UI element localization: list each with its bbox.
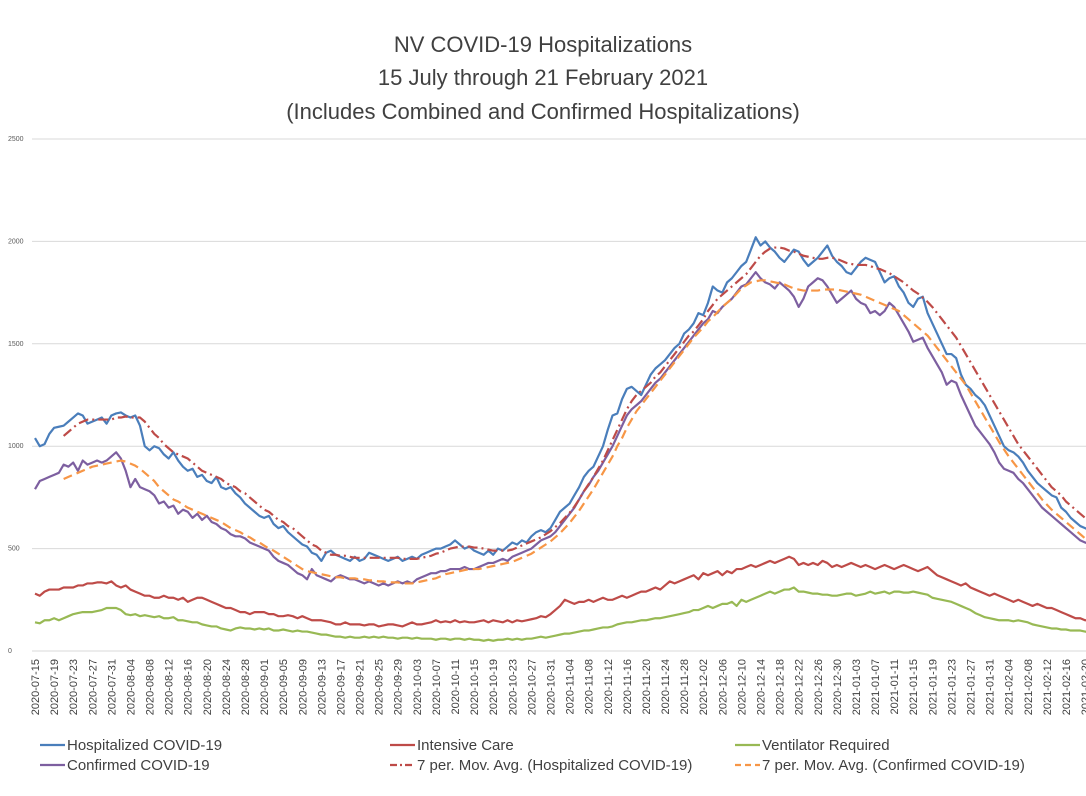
- x-tick-label: 2020-09-25: [374, 659, 386, 715]
- x-tick-label: 2020-11-04: [565, 659, 577, 714]
- x-tick-label: 2020-08-28: [240, 659, 252, 715]
- y-tick-label: 2000: [8, 238, 24, 245]
- x-tick-label: 2020-10-31: [545, 659, 557, 715]
- y-tick-label: 0: [8, 648, 12, 655]
- x-tick-label: 2020-11-20: [641, 659, 653, 714]
- series-line: [34, 271, 1086, 587]
- x-tick-label: 2020-07-31: [106, 659, 118, 715]
- x-tick-label: 2021-02-04: [1004, 659, 1016, 715]
- x-tick-label: 2021-01-27: [966, 659, 978, 715]
- x-tick-label: 2020-11-12: [603, 659, 615, 714]
- x-tick-label: 2020-08-04: [125, 659, 137, 715]
- x-tick-label: 2020-09-13: [316, 659, 328, 715]
- x-tick-label: 2020-08-20: [202, 659, 214, 715]
- x-tick-label: 2020-09-29: [393, 659, 405, 715]
- x-tick-label: 2021-02-20: [1080, 659, 1086, 715]
- x-tick-label: 2020-12-30: [832, 659, 844, 715]
- x-tick-label: 2020-10-03: [412, 659, 424, 715]
- x-tick-label: 2020-10-19: [488, 659, 500, 715]
- y-tick-label: 500: [8, 546, 20, 553]
- x-tick-label: 2020-07-23: [68, 659, 80, 715]
- x-tick-label: 2020-11-28: [679, 659, 691, 714]
- legend-label: 7 per. Mov. Avg. (Hospitalized COVID-19): [417, 757, 692, 774]
- x-tick-label: 2021-01-19: [927, 659, 939, 715]
- grid: 0 500 1000 1500 2000 2500: [8, 136, 1086, 655]
- x-tick-label: 2020-07-15: [30, 659, 42, 715]
- x-tick-label: 2020-10-07: [431, 659, 443, 715]
- x-tick-label: 2020-10-23: [507, 659, 519, 715]
- x-tick-label: 2020-12-26: [813, 659, 825, 715]
- chart-note: (Includes Combined and Confirmed Hospita…: [286, 99, 800, 124]
- y-tick-label: 1000: [8, 443, 24, 450]
- legend-label: Confirmed COVID-19: [67, 757, 210, 774]
- x-tick-label: 2020-11-08: [584, 659, 596, 714]
- legend-label: Intensive Care: [417, 737, 514, 754]
- y-tick-label: 2500: [8, 136, 24, 143]
- legend-label: Ventilator Required: [762, 737, 890, 754]
- x-tick-label: 2020-11-16: [622, 659, 634, 714]
- x-tick-label: 2020-09-21: [355, 659, 367, 715]
- x-tick-label: 2021-01-31: [985, 659, 997, 715]
- x-tick-label: 2020-07-27: [87, 659, 99, 715]
- x-tick-label: 2020-12-02: [698, 659, 710, 715]
- x-tick-label: 2020-11-24: [660, 659, 672, 714]
- x-tick-label: 2020-07-19: [49, 659, 61, 715]
- x-tick-label: 2020-10-11: [450, 659, 462, 714]
- x-tick-label: 2020-09-05: [278, 659, 290, 715]
- x-tick-label: 2020-12-06: [717, 659, 729, 715]
- x-tick-label: 2020-08-24: [221, 659, 233, 715]
- x-tick-label: 2021-02-08: [1023, 659, 1035, 715]
- y-tick-label: 1500: [8, 341, 24, 348]
- x-tick-label: 2020-12-14: [755, 659, 767, 715]
- series-line: [34, 236, 1086, 562]
- x-tick-label: 2021-01-11: [889, 659, 901, 714]
- x-tick-label: 2020-09-01: [259, 659, 271, 715]
- x-tick-label: 2020-08-12: [164, 659, 176, 715]
- series-line: [62, 246, 1086, 560]
- x-tick-label: 2020-08-08: [145, 659, 157, 715]
- x-tick-label: 2021-01-03: [851, 659, 863, 715]
- legend: Hospitalized COVID-19 Intensive Care Venti…: [40, 737, 1025, 774]
- x-tick-label: 2020-10-15: [469, 659, 481, 715]
- plot-area: [34, 236, 1086, 642]
- x-tick-label: 2021-02-16: [1061, 659, 1073, 715]
- x-tick-label: 2020-12-10: [736, 659, 748, 715]
- chart-title: NV COVID-19 Hospitalizations: [394, 32, 692, 57]
- x-tick-label: 2020-09-09: [297, 659, 309, 715]
- chart-subtitle: 15 July through 21 February 2021: [378, 65, 708, 90]
- x-tick-label: 2020-08-16: [183, 659, 195, 715]
- x-tick-label: 2020-12-22: [794, 659, 806, 715]
- x-axis: 2020-07-15 2020-07-19 2020-07-23 2020-07-27…: [30, 659, 1086, 715]
- x-tick-label: 2021-02-12: [1042, 659, 1054, 715]
- series-line: [63, 279, 1086, 585]
- series-line: [34, 555, 1086, 628]
- x-tick-label: 2020-12-18: [775, 659, 787, 715]
- x-tick-label: 2020-09-17: [335, 659, 347, 715]
- series-line: [34, 586, 1086, 642]
- x-tick-label: 2020-10-27: [526, 659, 538, 715]
- x-tick-label: 2021-01-23: [946, 659, 958, 715]
- x-tick-label: 2021-01-07: [870, 659, 882, 715]
- x-tick-label: 2021-01-15: [908, 659, 920, 715]
- legend-label: Hospitalized COVID-19: [67, 737, 222, 754]
- legend-label: 7 per. Mov. Avg. (Confirmed COVID-19): [762, 757, 1025, 774]
